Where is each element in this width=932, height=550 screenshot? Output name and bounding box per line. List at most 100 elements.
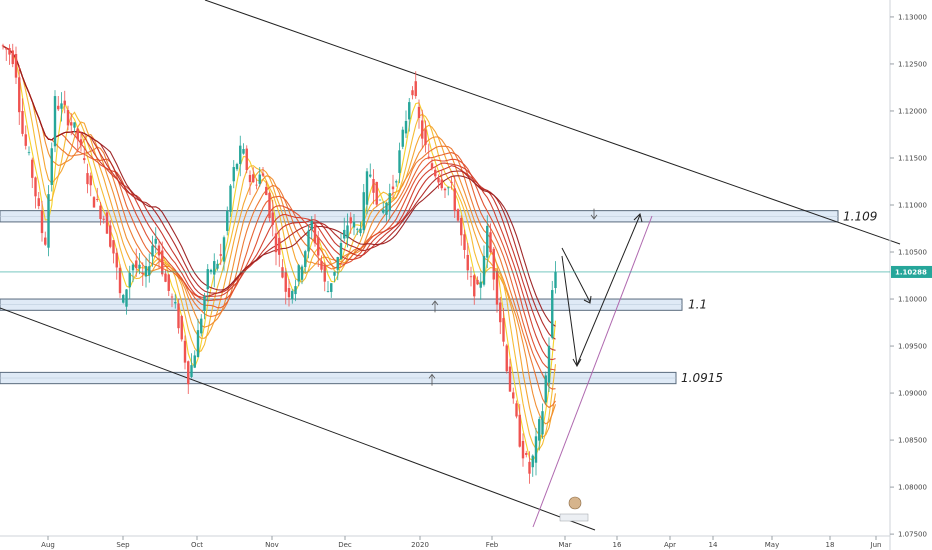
ma-ribbon-line [2, 45, 556, 361]
x-tick-label: Apr [664, 541, 676, 549]
support-trend-line [532, 215, 653, 528]
candle-body [427, 156, 430, 158]
candle-body [115, 252, 118, 268]
projection-arrows [559, 213, 643, 522]
candle-body [5, 48, 8, 50]
candle-body [378, 199, 382, 201]
candle-body [34, 177, 37, 197]
candle-body [128, 272, 131, 288]
candle-body [86, 173, 89, 185]
candle-body [209, 269, 213, 272]
candle-body [83, 158, 86, 161]
candle-body [450, 181, 453, 183]
x-tick-label: 14 [709, 541, 718, 549]
candle-body [261, 173, 265, 176]
candle-body [541, 411, 544, 435]
arrow-head-icon [572, 358, 582, 368]
candle-body [278, 237, 281, 255]
candle-body [284, 272, 287, 292]
zone-arrow-up-icon [428, 373, 436, 386]
candle-body [421, 120, 424, 139]
candle-body [161, 250, 164, 275]
event-markers [559, 496, 589, 522]
candle-body [226, 210, 229, 231]
candle-body [362, 192, 365, 231]
candle-body [352, 221, 356, 228]
candle-body [66, 110, 70, 126]
candle-body [96, 199, 99, 200]
candle-body [99, 205, 102, 219]
candle-body [388, 193, 391, 211]
candle-body [317, 237, 320, 256]
y-tick-label: 1.11000 [898, 201, 927, 209]
projection-path [561, 214, 641, 367]
candle-body [206, 269, 209, 290]
candle-body [456, 209, 460, 221]
candle-body [183, 340, 187, 363]
candle-body [79, 139, 83, 146]
candle-body [44, 237, 47, 245]
zone-labels: 1.109 1.1 1.0915 [681, 209, 877, 385]
current-price-tag [891, 265, 932, 278]
candle-body [141, 272, 144, 274]
candle-body [21, 110, 24, 134]
y-tick-label: 1.07500 [898, 531, 927, 539]
candle-body [554, 271, 557, 289]
candle-body [70, 122, 73, 126]
candle-body [92, 197, 96, 208]
ma-ribbon-line [2, 45, 557, 450]
candle-body [18, 77, 21, 113]
candle-body [63, 100, 66, 105]
price-tag: 1.10288 [0, 265, 932, 278]
candle-body [476, 279, 479, 285]
candle-body [60, 103, 63, 109]
candle-body [453, 188, 456, 211]
candle-body [547, 345, 551, 383]
zone-arrow-up-icon [431, 300, 439, 313]
candle-body [313, 224, 317, 244]
x-tick-label: 2020 [411, 541, 429, 549]
candle-body [40, 210, 44, 234]
candle-body [372, 179, 375, 193]
candle-body [417, 106, 421, 118]
candle-body [326, 291, 330, 292]
candle-body [187, 361, 190, 385]
candle-body [297, 265, 300, 282]
zone-arrow-down-icon [590, 208, 598, 220]
candle-body [401, 129, 404, 147]
candle-body [125, 289, 128, 307]
candle-body [148, 266, 151, 276]
candle-body [330, 283, 333, 292]
candle-body [213, 261, 216, 275]
y-axis: 1.13000 1.12500 1.12000 1.11500 1.11000 1.105… [889, 0, 927, 550]
y-tick-label: 1.09000 [898, 390, 927, 398]
candle-body [411, 90, 414, 96]
x-tick-label: May [765, 541, 779, 549]
candle-body [518, 414, 521, 447]
candle-body [239, 145, 242, 165]
candle-body [528, 461, 531, 474]
candle-body [8, 47, 11, 55]
x-tick-label: Mar [558, 541, 571, 549]
event-flag-icon [559, 513, 589, 522]
candle-body [531, 455, 534, 468]
candle-body [219, 254, 222, 256]
candle-body [193, 355, 196, 368]
candle-body [437, 178, 440, 183]
candle-body [291, 290, 294, 300]
candle-body [346, 225, 349, 239]
candle-body [50, 148, 53, 185]
candle-body [24, 134, 27, 146]
candle-body [151, 245, 154, 257]
candle-body [135, 260, 138, 268]
y-tick-label: 1.12000 [898, 107, 927, 115]
candle-body [499, 302, 502, 323]
x-tick-label: 18 [826, 541, 835, 549]
x-tick-label: Dec [338, 541, 352, 549]
candle-body [53, 96, 57, 147]
candle-body [551, 290, 554, 338]
y-tick-label: 1.09500 [898, 343, 927, 351]
candle-body [365, 171, 369, 205]
candle-body [122, 294, 125, 303]
